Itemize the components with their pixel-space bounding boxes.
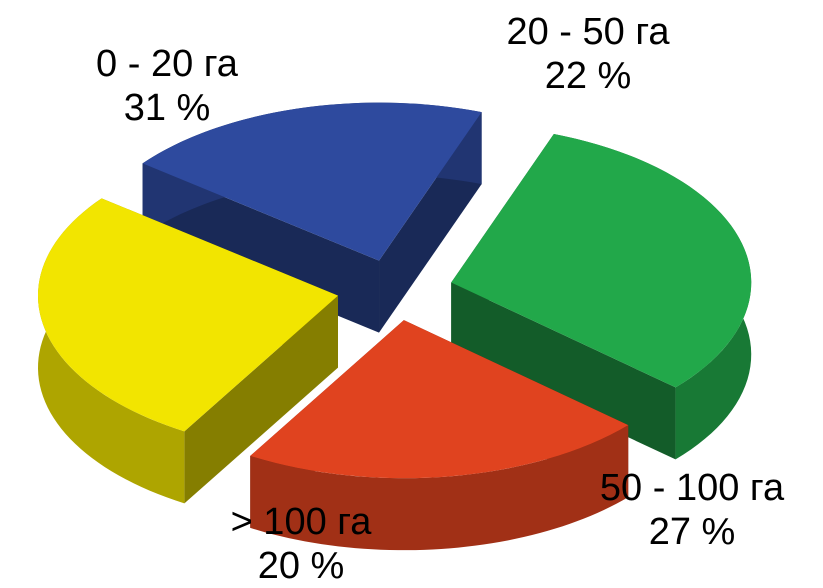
slice-label-value: 27 %	[648, 511, 736, 553]
pie-slice-20-50	[250, 320, 629, 551]
slice-label-value: 31 %	[123, 87, 211, 129]
slice-label-value: 20 %	[257, 545, 345, 587]
slice-label-category: 50 - 100 га	[599, 467, 785, 509]
slice-label-50-100: 50 - 100 га 27 %	[572, 466, 812, 554]
slice-label-category: 0 - 20 га	[96, 43, 238, 85]
pie-slice-50-100	[37, 198, 338, 504]
pie-slice-top	[142, 102, 482, 261]
pie-slice-0-20	[451, 134, 752, 460]
pie-slice-top	[250, 320, 629, 479]
slice-label-20-50: 20 - 50 га 22 %	[476, 10, 700, 98]
slice-label-value: 22 %	[544, 55, 632, 97]
pie-slice-wall	[451, 282, 676, 460]
pie-slice-rim	[250, 425, 629, 551]
slice-label-0-20: 0 - 20 га 31 %	[62, 42, 272, 130]
slice-label-category: > 100 га	[230, 501, 372, 543]
pie-slice-top	[451, 134, 752, 388]
pie-slice-top	[37, 198, 338, 432]
slice-label-100-plus: > 100 га 20 %	[196, 500, 406, 588]
slice-label-category: 20 - 50 га	[506, 11, 670, 53]
